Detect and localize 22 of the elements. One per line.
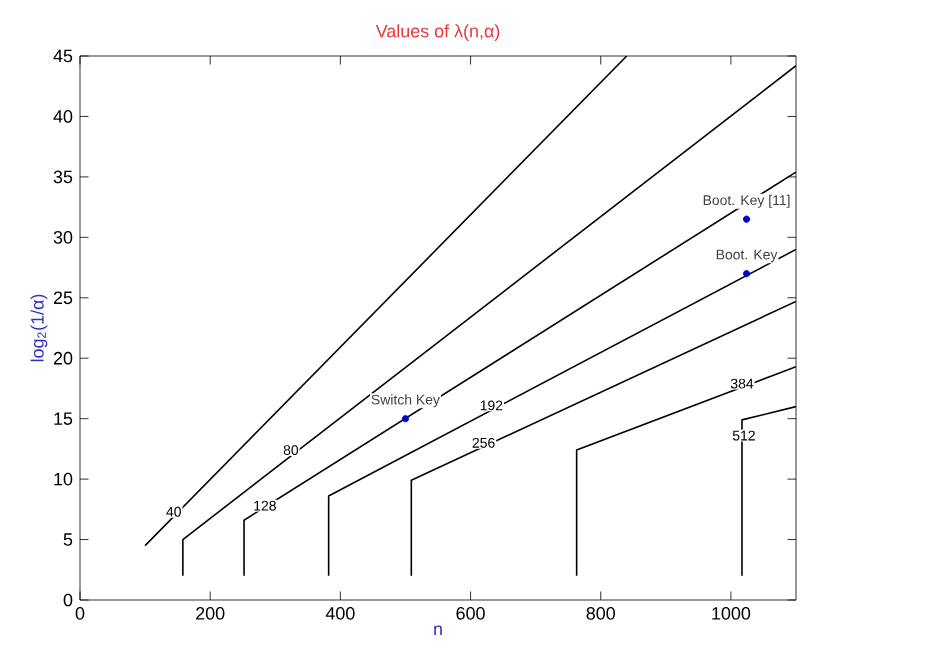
point xyxy=(742,270,751,278)
x-axis-title: n xyxy=(434,625,442,636)
x-tick-label: 800 xyxy=(586,607,615,620)
y-tick-label: 30 xyxy=(53,230,73,244)
y-tick-label: 25 xyxy=(53,291,73,305)
y-tick-label: 40 xyxy=(53,110,73,123)
x-tick-label: 200 xyxy=(196,607,225,620)
y-axis-title: log$_{2}$(1/α) xyxy=(30,294,48,362)
x-tick-label: 400 xyxy=(325,607,355,620)
x-tick-label: 600 xyxy=(456,607,485,620)
y-tick-label: 0 xyxy=(63,593,73,607)
chart-title: Values of λ(n,α) xyxy=(375,24,500,41)
x-tick-label: 1000 xyxy=(712,607,751,620)
y-tick-label: 10 xyxy=(54,472,73,486)
y-tick-label: 5 xyxy=(63,533,73,546)
y-tick-label: 45 xyxy=(53,49,73,63)
point xyxy=(401,415,410,423)
y-tick-label: 35 xyxy=(53,170,73,184)
x-tick-label: 0 xyxy=(75,607,85,620)
point xyxy=(742,215,751,223)
y-tick-label: 15 xyxy=(54,412,73,425)
y-tick-label: 20 xyxy=(53,351,73,365)
